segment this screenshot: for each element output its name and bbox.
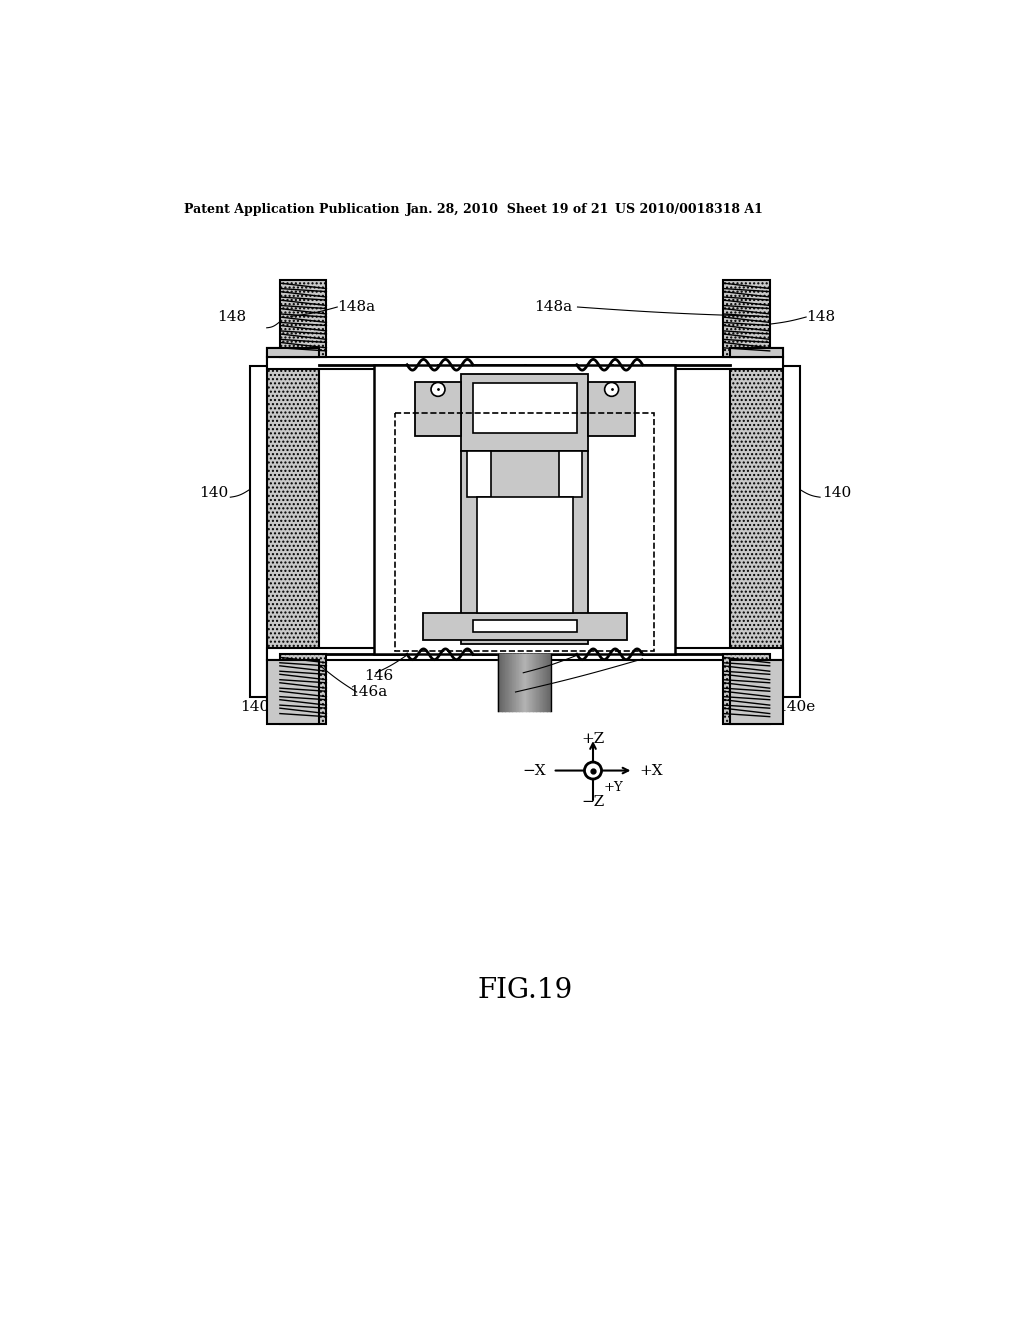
Polygon shape [375, 364, 675, 653]
Polygon shape [461, 451, 589, 644]
Polygon shape [266, 348, 319, 700]
Polygon shape [280, 655, 327, 723]
Polygon shape [783, 367, 800, 697]
Text: −X: −X [523, 763, 547, 777]
Polygon shape [730, 660, 783, 723]
Polygon shape [473, 383, 577, 433]
Text: 140e: 140e [241, 700, 279, 714]
Text: 140: 140 [200, 486, 228, 500]
Text: +X: +X [640, 763, 664, 777]
Polygon shape [266, 358, 783, 370]
Text: 148a: 148a [337, 300, 376, 314]
Text: +Y: +Y [604, 781, 624, 795]
Polygon shape [730, 348, 783, 358]
Polygon shape [280, 280, 327, 358]
Polygon shape [266, 660, 319, 723]
Text: −Z: −Z [582, 795, 604, 809]
Text: +Z: +Z [582, 733, 604, 746]
Polygon shape [250, 367, 266, 697]
Text: 146: 146 [365, 669, 393, 682]
Text: 140e: 140e [776, 700, 815, 714]
Text: 146a: 146a [349, 685, 387, 700]
Circle shape [585, 762, 601, 779]
Text: 140: 140 [821, 486, 851, 500]
Polygon shape [266, 348, 319, 358]
Circle shape [604, 383, 618, 396]
Polygon shape [730, 348, 783, 700]
Text: US 2010/0018318 A1: US 2010/0018318 A1 [614, 203, 763, 216]
Text: Patent Application Publication: Patent Application Publication [183, 203, 399, 216]
Text: 148: 148 [806, 310, 836, 323]
Polygon shape [723, 280, 770, 358]
Text: Jan. 28, 2010  Sheet 19 of 21: Jan. 28, 2010 Sheet 19 of 21 [406, 203, 609, 216]
Circle shape [431, 383, 445, 396]
Polygon shape [415, 381, 461, 436]
Polygon shape [467, 451, 490, 498]
Polygon shape [423, 612, 627, 640]
Text: FIG.19: FIG.19 [477, 977, 572, 1003]
Polygon shape [559, 451, 583, 498]
Polygon shape [461, 374, 589, 451]
Text: 146a: 146a [506, 685, 544, 700]
Polygon shape [723, 655, 770, 723]
Text: 148a: 148a [535, 300, 572, 314]
Polygon shape [589, 381, 635, 436]
Polygon shape [473, 620, 577, 632]
Polygon shape [266, 648, 783, 660]
Polygon shape [477, 498, 572, 612]
Text: 148: 148 [217, 310, 246, 323]
Text: 146: 146 [513, 669, 543, 682]
